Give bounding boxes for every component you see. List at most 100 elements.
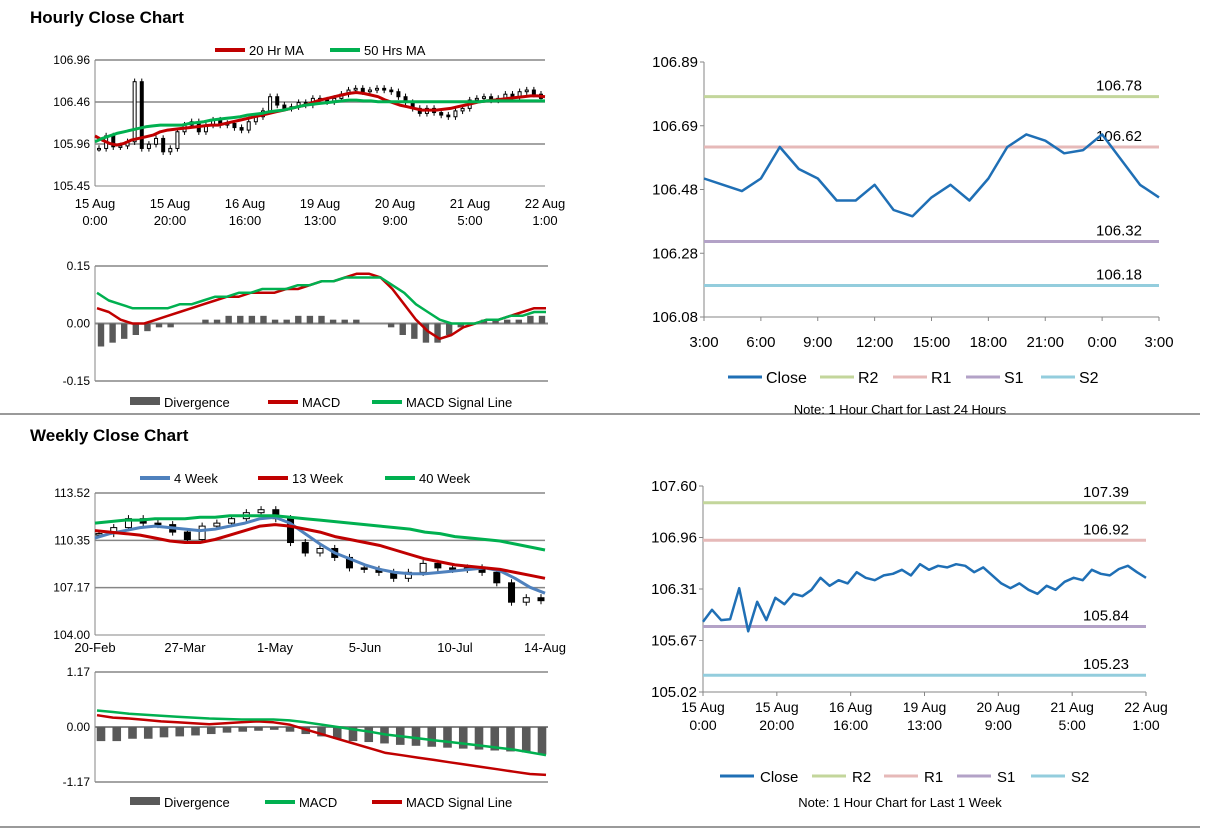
- divergence-bar: [317, 727, 326, 737]
- x-tick-label: 10-Jul: [437, 640, 473, 655]
- divergence-bar: [109, 323, 116, 343]
- candle-body: [183, 531, 191, 541]
- divergence-bar: [143, 727, 153, 739]
- hourly-note: Note: 1 Hour Chart for Last 24 Hours: [794, 402, 1007, 417]
- legend-r2-label: R2: [858, 370, 879, 387]
- r1-level-label: 106.92: [1083, 521, 1129, 538]
- divergence-bar: [422, 323, 430, 343]
- x-tick-label: 14-Aug: [524, 640, 566, 655]
- divergence-bar: [387, 323, 395, 328]
- y-tick-label: 106.69: [652, 118, 698, 135]
- candle-body: [132, 81, 137, 143]
- divergence-bar: [527, 315, 534, 324]
- divergence-bar: [434, 323, 441, 343]
- candle-body: [301, 542, 309, 554]
- legend-13-week-label: 13 Week: [292, 471, 344, 486]
- y-tick-label: 106.46: [53, 95, 90, 109]
- w40-line: [94, 514, 546, 552]
- x-tick-label: 9:00: [382, 213, 407, 228]
- candle-body: [524, 89, 529, 93]
- x-tick-label: 20 Aug: [977, 699, 1021, 715]
- legend-macd-label: MACD: [302, 395, 340, 410]
- legend-divergence-weekly-label: Divergence: [164, 795, 230, 810]
- candle-body: [161, 137, 166, 153]
- candle-body: [434, 562, 442, 569]
- y-tick-label: 0.00: [67, 720, 91, 734]
- x-tick-label: 19 Aug: [903, 699, 947, 715]
- y-tick-label: 0.15: [67, 259, 91, 273]
- legend-20hr-ma-label: 20 Hr MA: [249, 43, 304, 58]
- divergence-bar: [222, 727, 232, 733]
- candle-body: [446, 114, 451, 118]
- x-tick-label: 20:00: [154, 213, 187, 228]
- candle-body: [389, 89, 394, 93]
- x-tick-label: 18:00: [970, 334, 1008, 351]
- legend-r1-label: R1: [931, 370, 952, 387]
- candle-body: [508, 582, 516, 603]
- section-divider: [0, 413, 1200, 415]
- weekly-note: Note: 1 Hour Chart for Last 1 Week: [798, 795, 1002, 810]
- signal-line: [96, 709, 547, 757]
- legend-close-label-weekly: Close: [760, 769, 798, 786]
- candle-body: [537, 597, 545, 602]
- divergence-bar: [521, 727, 531, 753]
- candle-body: [239, 127, 244, 131]
- x-tick-label: 15 Aug: [150, 196, 191, 211]
- legend-macd-signal-label: MACD Signal Line: [406, 395, 512, 410]
- y-tick-label: 107.60: [651, 478, 697, 495]
- ma20-line: [94, 91, 546, 147]
- signal-line: [96, 276, 546, 325]
- divergence-bar: [492, 319, 499, 324]
- x-tick-label: 5-Jun: [349, 640, 382, 655]
- divergence-bar: [238, 727, 248, 732]
- divergence-bar: [254, 727, 263, 731]
- candle-body: [246, 121, 251, 131]
- x-tick-label: 0:00: [689, 717, 716, 733]
- y-tick-label: 1.17: [67, 665, 91, 679]
- divergence-bar: [353, 319, 360, 324]
- x-tick-label: 19 Aug: [300, 196, 341, 211]
- y-tick-label: 106.96: [53, 53, 90, 67]
- candle-body: [168, 147, 173, 153]
- legend-s1-label: S1: [1004, 370, 1024, 387]
- x-tick-label: 20 Aug: [375, 196, 416, 211]
- divergence-bar: [503, 319, 511, 324]
- divergence-bar: [191, 727, 200, 736]
- y-tick-label: 105.67: [651, 633, 697, 650]
- legend-divergence-swatch: [130, 397, 160, 405]
- divergence-bar: [213, 319, 221, 324]
- macd-line: [96, 272, 546, 341]
- candle-body: [474, 97, 479, 101]
- x-tick-label: 5:00: [1059, 717, 1086, 733]
- divergence-bar: [144, 323, 151, 332]
- candle-body: [95, 533, 103, 536]
- candle-body: [453, 110, 458, 118]
- w13-line: [94, 523, 546, 580]
- divergence-bar: [457, 323, 464, 328]
- candle-body: [268, 96, 273, 112]
- divergence-bar: [427, 727, 437, 747]
- y-tick-label: 0.00: [67, 317, 91, 331]
- x-tick-label: 1:00: [532, 213, 557, 228]
- divergence-bar: [132, 323, 140, 335]
- x-tick-label: 16 Aug: [829, 699, 873, 715]
- x-tick-label: 21 Aug: [450, 196, 491, 211]
- legend-macd-signal-weekly-label: MACD Signal Line: [406, 795, 512, 810]
- candle-body: [375, 87, 380, 91]
- divergence-bar: [112, 727, 122, 742]
- divergence-bar: [458, 727, 468, 749]
- y-tick-label: 106.28: [652, 245, 698, 262]
- x-tick-label: 21:00: [1026, 334, 1064, 351]
- legend-divergence-weekly-swatch: [130, 797, 160, 805]
- divergence-bar: [96, 727, 106, 742]
- x-tick-label: 0:00: [1088, 334, 1117, 351]
- divergence-bar: [269, 727, 279, 730]
- divergence-bar: [443, 727, 452, 748]
- r2-level-label: 106.78: [1096, 78, 1142, 95]
- candle-body: [146, 143, 151, 149]
- candle-body: [419, 562, 427, 573]
- x-tick-label: 3:00: [689, 334, 718, 351]
- x-tick-label: 13:00: [907, 717, 942, 733]
- y-tick-label: 106.48: [652, 182, 698, 199]
